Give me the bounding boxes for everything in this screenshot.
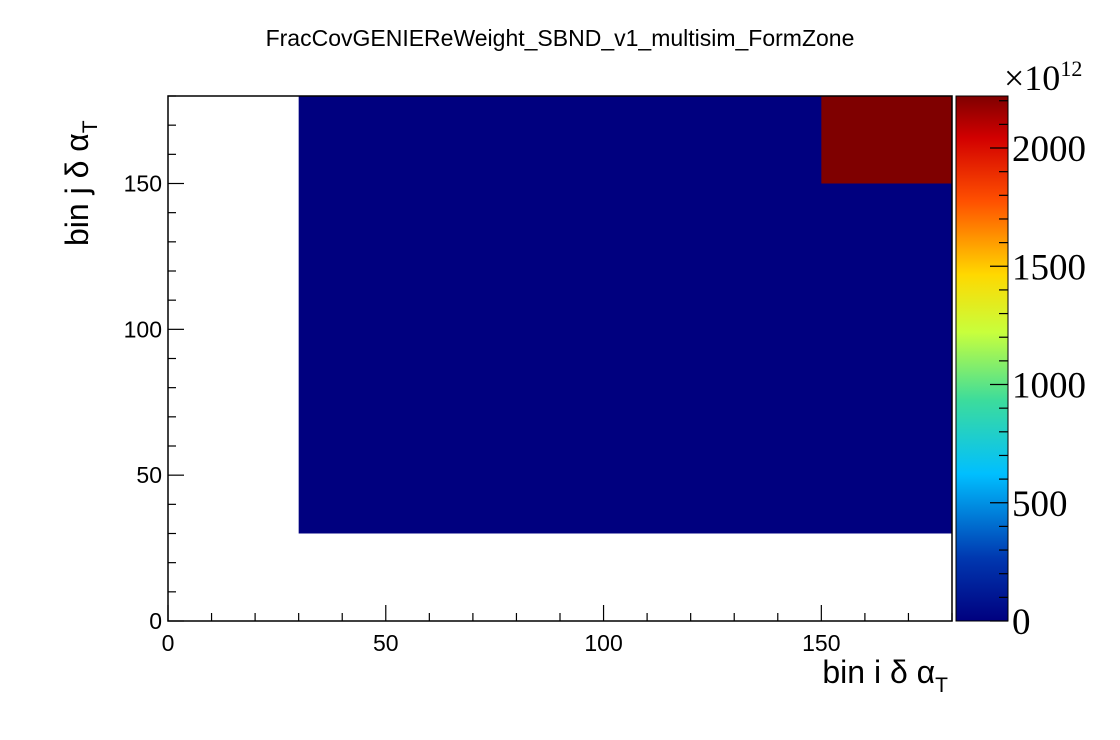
x-tick-label: 0: [162, 630, 175, 656]
y-axis-label-subscript: T: [79, 120, 102, 133]
x-tick-label: 100: [584, 630, 622, 656]
color-scale-bar: [955, 95, 1009, 622]
chart-title: FracCovGENIEReWeight_SBND_v1_multisim_Fo…: [266, 25, 855, 51]
x-tick-label: 50: [373, 630, 399, 656]
heatmap-cell: [821, 96, 952, 184]
y-axis-label-main: bin j δ α: [59, 133, 95, 246]
y-tick-label: 150: [124, 171, 162, 197]
x-axis-label-subscript: T: [935, 674, 948, 697]
y-tick-label: 0: [149, 608, 162, 634]
color-scale-multiplier-exponent: 12: [1060, 56, 1082, 81]
color-scale-axis: 0 500 1000 1500 2000: [990, 100, 1086, 643]
heatmap-cells: [298, 96, 953, 534]
y-axis-label: bin j δ αT: [59, 120, 102, 246]
y-tick-label: 100: [124, 316, 162, 342]
color-scale-multiplier: ×1012: [1004, 56, 1082, 98]
z-tick-label: 0: [1012, 602, 1031, 643]
y-axis: 0 50 100 150: [124, 95, 184, 634]
color-scale-multiplier-base: ×10: [1004, 58, 1060, 98]
x-axis: 0 50 100 150: [162, 605, 953, 656]
z-tick-label: 500: [1012, 484, 1068, 525]
z-tick-label: 1500: [1012, 247, 1086, 288]
x-tick-label: 150: [802, 630, 840, 656]
x-axis-label-main: bin i δ α: [822, 654, 935, 690]
z-tick-label: 1000: [1012, 366, 1086, 407]
y-tick-label: 50: [136, 462, 162, 488]
z-tick-label: 2000: [1012, 129, 1086, 170]
x-axis-label: bin i δ αT: [822, 654, 948, 697]
